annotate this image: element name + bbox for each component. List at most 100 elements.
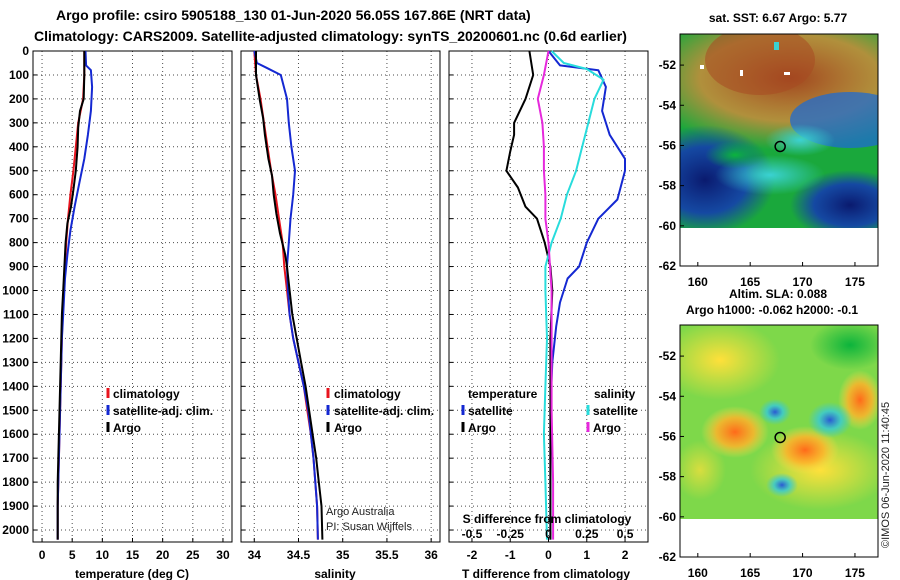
sla-lon-ticks: 160 165 170 175 bbox=[688, 553, 865, 580]
s-tick-label: -0.5 bbox=[462, 527, 483, 541]
depth-tick-label: 1700 bbox=[2, 451, 29, 465]
salinity-legend: climatology satellite-adj. clim. Argo bbox=[326, 387, 434, 435]
depth-axis-ticks: 0 100 200 300 400 500 600 700 800 900 1000 1100 1200… bbox=[2, 44, 29, 537]
sla-high-west bbox=[701, 406, 769, 458]
salinity-x-ticks: 34 34.5 35 35.5 36 bbox=[248, 548, 439, 562]
figure-title-line1: Argo profile: csiro 5905188_130 01-Jun-2… bbox=[56, 7, 531, 23]
difference-t-ticks: -2 -1 0 1 2 bbox=[467, 548, 629, 562]
sst-map-title: sat. SST: 6.67 Argo: 5.77 bbox=[709, 11, 848, 25]
depth-tick-label: 1300 bbox=[2, 355, 29, 369]
sla-field bbox=[680, 325, 878, 519]
depth-tick-label: 1900 bbox=[2, 499, 29, 513]
sst-lon-ticks: 160 165 170 175 bbox=[688, 262, 865, 289]
lon-tick-label: 170 bbox=[793, 566, 813, 580]
lon-tick-label: 160 bbox=[688, 275, 708, 289]
depth-tick-label: 800 bbox=[9, 236, 29, 250]
lat-tick-label: -60 bbox=[659, 510, 677, 524]
s-tick-label: 0 bbox=[545, 527, 552, 541]
x-tick-label: -2 bbox=[467, 548, 478, 562]
lat-tick-label: -62 bbox=[659, 259, 677, 273]
credit-argo-australia: Argo Australia bbox=[326, 506, 395, 518]
legend-t-argo-label: Argo bbox=[468, 421, 496, 435]
x-tick-label: 36 bbox=[424, 548, 438, 562]
lat-tick-label: -58 bbox=[659, 470, 677, 484]
legend-s-argo-label: Argo bbox=[593, 421, 621, 435]
legend-satellite-label: satellite-adj. clim. bbox=[113, 404, 213, 418]
sst-lat-ticks: -52 -54 -56 -58 -60 -62 bbox=[659, 58, 684, 273]
x-tick-label: -1 bbox=[505, 548, 516, 562]
s-tick-label: 0.25 bbox=[575, 527, 599, 541]
sla-green-patch bbox=[810, 325, 878, 370]
sla-map-title-line2: Argo h1000: -0.062 h2000: -0.1 bbox=[686, 303, 858, 317]
s-difference-x-label: S difference from climatology bbox=[463, 512, 632, 526]
sla-high-centre bbox=[771, 426, 839, 474]
difference-panel: -2 -1 0 1 2 -0.5 -0.25 0 0.25 0.5 T difference f… bbox=[448, 50, 649, 580]
sla-profile-marker bbox=[774, 431, 786, 444]
series-line-climatology bbox=[56, 51, 86, 540]
figure-title-line2: Climatology: CARS2009. Satellite-adjuste… bbox=[34, 28, 627, 44]
sst-map: sat. SST: 6.67 Argo: 5.77 -52 -54 -56 -58 -6… bbox=[659, 11, 879, 289]
depth-tick-label: 200 bbox=[9, 92, 29, 106]
legend-argo-label: Argo bbox=[113, 421, 141, 435]
x-tick-label: 25 bbox=[186, 548, 200, 562]
sst-green-band bbox=[705, 141, 765, 169]
depth-tick-label: 1500 bbox=[2, 403, 29, 417]
x-tick-label: 10 bbox=[96, 548, 110, 562]
legend-climatology-label: climatology bbox=[113, 387, 180, 401]
sst-missing-pixel bbox=[784, 72, 790, 75]
x-tick-label: 0 bbox=[545, 548, 552, 562]
temperature-x-label: temperature (deg C) bbox=[75, 567, 189, 580]
sla-map: Altim. SLA: 0.088 Argo h1000: -0.062 h20… bbox=[659, 287, 879, 580]
temperature-series bbox=[56, 50, 94, 540]
difference-grid bbox=[449, 50, 648, 542]
temperature-grid bbox=[33, 50, 232, 542]
depth-tick-label: 1200 bbox=[2, 331, 29, 345]
depth-tick-label: 0 bbox=[22, 44, 29, 58]
series-line-s-argo bbox=[536, 50, 555, 540]
lat-tick-label: -52 bbox=[659, 349, 677, 363]
x-tick-label: 15 bbox=[126, 548, 140, 562]
imos-credit: ©IMOS 06-Jun-2020 11:40:45 bbox=[880, 402, 892, 548]
x-tick-label: 34.5 bbox=[287, 548, 311, 562]
salinity-panel-frame bbox=[240, 50, 441, 543]
lat-tick-label: -62 bbox=[659, 550, 677, 564]
legend-temperature-heading: temperature bbox=[468, 387, 538, 401]
depth-tick-label: 1100 bbox=[3, 307, 29, 321]
legend-salinity-heading: salinity bbox=[594, 387, 636, 401]
depth-tick-label: 1400 bbox=[2, 379, 29, 393]
difference-s-ticks: -0.5 -0.25 0 0.25 0.5 bbox=[462, 527, 634, 541]
depth-tick-label: 400 bbox=[9, 140, 29, 154]
temperature-legend: climatology satellite-adj. clim. Argo bbox=[106, 387, 213, 435]
legend-s-satellite-label: satellite bbox=[593, 404, 638, 418]
salinity-x-label: salinity bbox=[314, 567, 356, 580]
series-line-t-argo bbox=[505, 50, 554, 540]
sst-profile-marker bbox=[774, 140, 786, 153]
series-line-argo bbox=[255, 51, 324, 540]
difference-legend: temperature satellite Argo salinity sate… bbox=[461, 387, 638, 435]
legend-argo-label: Argo bbox=[334, 421, 362, 435]
sst-cyan-band-2 bbox=[765, 124, 835, 156]
x-tick-label: 0 bbox=[39, 548, 46, 562]
lat-tick-label: -58 bbox=[659, 179, 677, 193]
sla-yellow-patch bbox=[680, 325, 780, 400]
legend-t-satellite-label: satellite bbox=[468, 404, 513, 418]
sla-low-centre bbox=[759, 399, 791, 425]
sst-missing-pixel bbox=[700, 65, 704, 69]
lon-tick-label: 175 bbox=[845, 275, 865, 289]
temperature-x-ticks: 0 5 10 15 20 25 30 bbox=[39, 548, 230, 562]
depth-tick-label: 700 bbox=[9, 212, 29, 226]
lat-tick-label: -52 bbox=[659, 58, 677, 72]
lon-tick-label: 165 bbox=[740, 566, 760, 580]
salinity-grid bbox=[241, 50, 440, 542]
x-tick-label: 30 bbox=[216, 548, 230, 562]
lat-tick-label: -56 bbox=[659, 138, 677, 152]
lon-tick-label: 175 bbox=[845, 566, 865, 580]
sst-warm-core bbox=[705, 34, 815, 95]
sla-low-south bbox=[766, 473, 798, 497]
lat-tick-label: -56 bbox=[659, 429, 677, 443]
sla-map-frame bbox=[679, 324, 879, 558]
depth-tick-label: 1600 bbox=[2, 427, 29, 441]
sst-map-frame bbox=[679, 33, 879, 267]
depth-tick-label: 100 bbox=[9, 68, 29, 82]
